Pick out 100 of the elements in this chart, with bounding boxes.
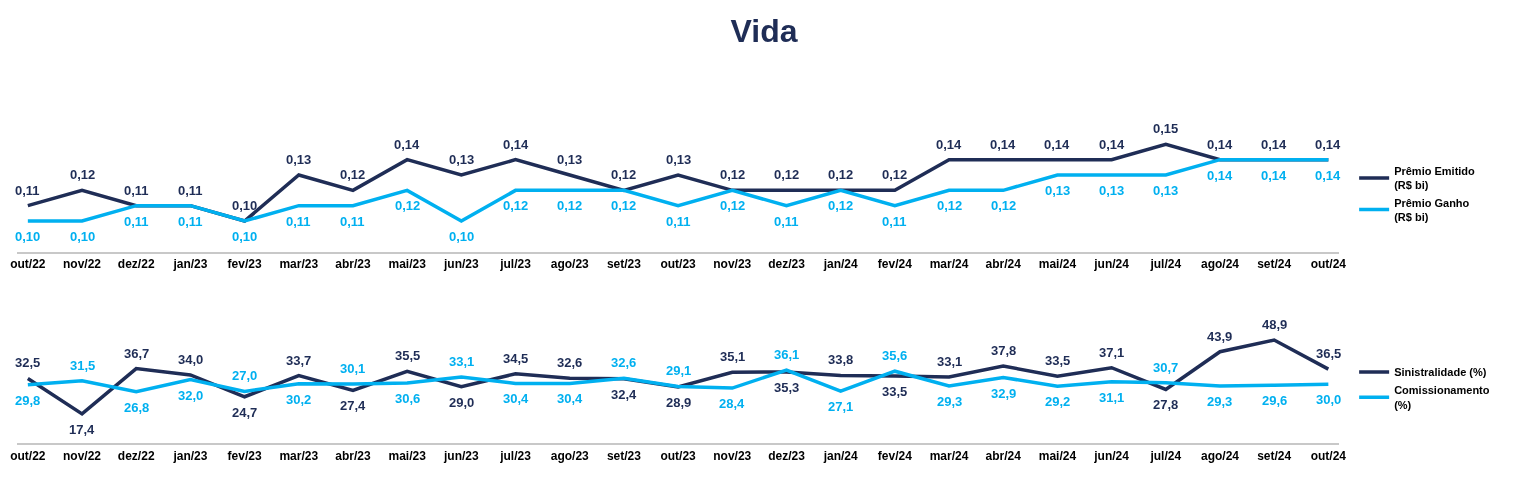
data-label: 35,5 (395, 348, 421, 363)
data-label: 0,12 (882, 167, 908, 182)
x-tick-label: mar/23 (279, 448, 319, 463)
data-label: 0,12 (937, 198, 963, 213)
data-label: 0,13 (557, 152, 583, 167)
x-tick-label: out/24 (1310, 256, 1347, 271)
data-label: 35,3 (774, 380, 800, 395)
data-label: 0,12 (557, 198, 583, 213)
data-label: 32,5 (15, 355, 41, 370)
data-label: 0,13 (286, 152, 312, 167)
data-label: 0,10 (449, 229, 475, 244)
x-tick-label: mai/23 (388, 448, 427, 463)
x-tick-label: jan/24 (822, 256, 858, 271)
x-tick-label: out/23 (660, 256, 697, 271)
legend-label: Comissionamento (%) (1394, 384, 1490, 411)
x-tick-label: ago/23 (550, 256, 590, 271)
x-tick-label: jun/23 (443, 448, 479, 463)
data-label: 0,12 (720, 167, 746, 182)
data-label: 31,1 (1099, 390, 1125, 405)
data-label: 0,12 (720, 198, 746, 213)
data-label: 0,14 (1207, 137, 1234, 152)
x-tick-label: abr/23 (335, 448, 371, 463)
x-tick-label: jul/24 (1149, 448, 1182, 463)
data-label: 0,14 (1099, 137, 1126, 152)
data-label: 0,12 (774, 167, 800, 182)
x-tick-label: mai/24 (1038, 448, 1077, 463)
data-label: 0,10 (70, 229, 96, 244)
data-label: 0,14 (990, 137, 1017, 152)
data-label: 27,0 (232, 368, 258, 383)
x-tick-label: mai/23 (388, 256, 427, 271)
data-label: 0,14 (1261, 168, 1288, 183)
x-tick-label: dez/23 (768, 448, 806, 463)
data-label: 0,14 (394, 137, 421, 152)
data-label: 0,11 (666, 214, 691, 229)
data-label: 0,12 (395, 198, 421, 213)
x-tick-label: jul/23 (499, 448, 532, 463)
x-tick-label: mar/24 (929, 256, 969, 271)
data-label: 37,1 (1099, 345, 1125, 360)
x-tick-label: set/23 (606, 256, 642, 271)
data-label: 29,1 (666, 363, 692, 378)
data-label: 29,6 (1262, 393, 1288, 408)
x-tick-label: ago/24 (1200, 256, 1240, 271)
legend-label: Prêmio Emitido (R$ bi) (1394, 165, 1476, 192)
x-tick-label: fev/24 (877, 448, 913, 463)
data-label: 48,9 (1262, 317, 1288, 332)
data-label: 0,12 (340, 167, 366, 182)
data-label: 30,4 (557, 391, 584, 406)
data-label: 36,1 (774, 347, 800, 362)
data-label: 0,13 (1099, 183, 1125, 198)
data-label: 30,0 (1316, 392, 1342, 407)
data-label: 30,6 (395, 391, 421, 406)
data-label: 27,8 (1153, 397, 1179, 412)
data-label: 0,11 (286, 214, 311, 229)
data-label: 0,11 (882, 214, 907, 229)
x-tick-label: mar/24 (929, 448, 969, 463)
data-label: 33,5 (882, 384, 908, 399)
data-label: 32,6 (557, 355, 583, 370)
data-label: 0,11 (124, 214, 149, 229)
data-label: 0,12 (828, 198, 854, 213)
data-label: 0,14 (1315, 168, 1342, 183)
data-label: 0,10 (232, 229, 258, 244)
x-tick-label: mar/23 (279, 256, 319, 271)
data-label: 29,2 (1045, 394, 1071, 409)
x-tick-label: out/23 (660, 448, 697, 463)
data-label: 26,8 (124, 400, 150, 415)
data-label: 0,14 (1044, 137, 1071, 152)
legend-label: Prêmio Ganho (R$ bi) (1394, 196, 1470, 224)
data-label: 28,4 (719, 396, 746, 411)
data-label: 0,13 (1153, 183, 1179, 198)
x-tick-label: jan/23 (172, 448, 208, 463)
data-label: 0,11 (15, 183, 40, 198)
x-tick-label: ago/24 (1200, 448, 1240, 463)
data-label: 36,5 (1316, 346, 1342, 361)
x-tick-label: dez/22 (117, 448, 155, 463)
data-label: 0,11 (124, 183, 149, 198)
data-label: 33,1 (937, 354, 963, 369)
x-tick-label: jun/24 (1093, 448, 1130, 463)
x-tick-label: fev/23 (227, 256, 262, 271)
x-tick-label: set/23 (606, 448, 642, 463)
data-label: 0,15 (1153, 121, 1179, 136)
data-label: 0,10 (15, 229, 41, 244)
data-label: 34,5 (503, 351, 529, 366)
x-tick-label: nov/22 (63, 256, 102, 271)
x-tick-label: fev/23 (227, 448, 262, 463)
data-label: 36,7 (124, 346, 150, 361)
x-tick-label: fev/24 (877, 256, 913, 271)
data-label: 32,0 (178, 388, 204, 403)
x-tick-label: abr/23 (335, 256, 371, 271)
data-label: 30,7 (1153, 360, 1179, 375)
x-tick-label: set/24 (1257, 448, 1292, 463)
x-tick-label: jan/24 (822, 448, 858, 463)
data-label: 32,6 (611, 355, 637, 370)
data-label: 0,10 (232, 198, 258, 213)
data-label: 0,12 (611, 167, 637, 182)
data-label: 30,1 (340, 361, 366, 376)
data-label: 17,4 (69, 422, 96, 437)
data-label: 32,4 (611, 387, 638, 402)
data-label: 43,9 (1207, 329, 1233, 344)
data-label: 0,14 (936, 137, 963, 152)
data-label: 34,0 (178, 352, 204, 367)
